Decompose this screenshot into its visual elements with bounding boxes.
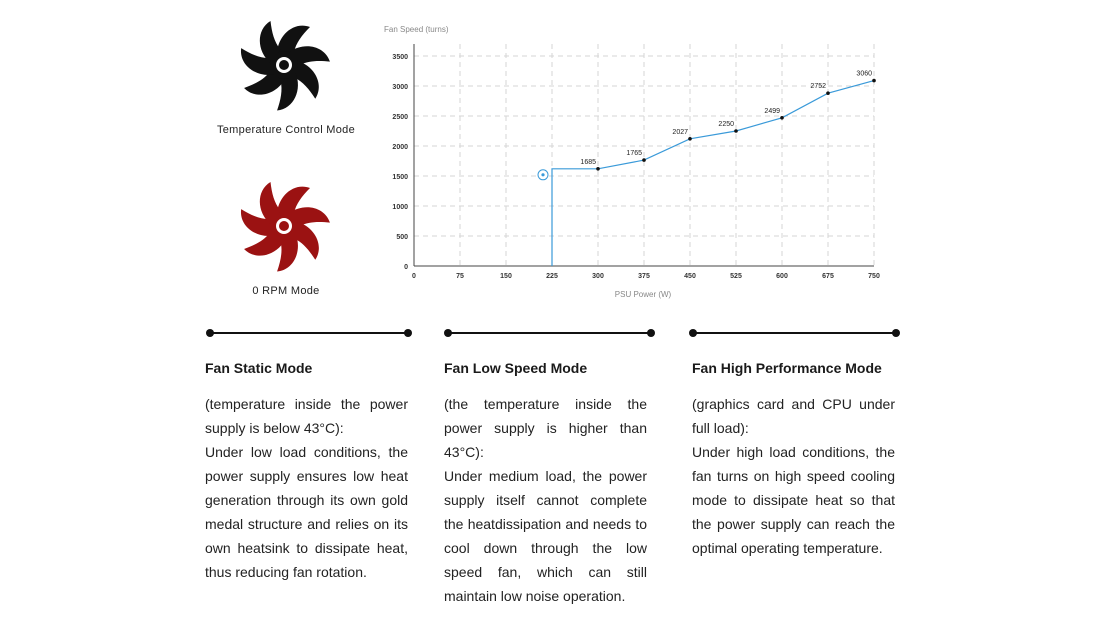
data-label: 2250 [718,121,734,128]
fan-high-performance-mode-title: Fan High Performance Mode [692,360,882,376]
column-divider-2 [444,329,655,337]
data-label: 2027 [672,129,688,136]
fan-static-mode-text: (temperature inside the power supply is … [205,396,408,580]
data-label: 2752 [810,83,826,90]
x-tick-label: 225 [546,273,558,280]
data-point [872,78,876,83]
data-point [596,167,600,171]
column-divider-3 [689,329,900,337]
x-tick-label: 450 [684,273,696,280]
fan-blade [244,233,286,256]
x-tick-label: 300 [592,273,604,280]
data-label: 3060 [856,71,872,78]
data-point [734,129,738,133]
fan-start-icon-hub [541,173,545,177]
x-tick-label: 75 [456,273,464,280]
fan-speed-chart: Fan Speed (turns) PSU Power (W) 0 75 150 22… [384,25,880,299]
x-tick-label: 675 [822,273,834,280]
zero-rpm-mode-label: 0 RPM Mode [252,285,320,297]
x-tick-label: 0 [412,273,416,280]
x-tick-label: 375 [638,273,650,280]
fan-blade [241,209,275,236]
fan-blade [289,207,330,226]
fan-low-speed-mode-text: (the temperature inside the power supply… [444,396,647,604]
y-tick-label: 500 [396,234,408,241]
data-label: 2499 [764,108,780,115]
data-point [826,91,830,95]
x-tick-label: 525 [730,273,742,280]
fan-blade [259,20,281,63]
data-point [642,158,646,162]
x-tick-label: 750 [868,273,880,280]
fan-static-mode-title: Fan Static Mode [205,360,313,376]
y-tick-label: 0 [404,264,408,271]
y-tick-label: 2500 [392,114,408,121]
x-tick-label: 150 [500,273,512,280]
fan-low-speed-mode-title: Fan Low Speed Mode [444,360,588,376]
data-label: 1685 [580,159,596,166]
y-tick-label: 3500 [392,54,408,61]
x-tick-label: 600 [776,273,788,280]
fan-icon [241,20,330,111]
fan-speed-series-line [551,80,875,266]
fan-blade [277,25,310,56]
fan-blade [259,181,281,224]
fan-blade [293,60,319,99]
fan-blade [277,186,310,217]
fan-blade [289,46,330,65]
fan-icon-red [241,181,330,272]
y-tick-label: 1500 [392,174,408,181]
fan-blade [241,48,275,75]
data-point [688,137,692,141]
y-axis-title: Fan Speed (turns) [384,25,449,34]
fan-blade [293,221,319,260]
fan-blade [244,72,286,95]
temperature-control-mode-label: Temperature Control Mode [216,124,356,136]
y-tick-label: 1000 [392,204,408,211]
column-divider-1 [206,329,412,337]
y-tick-label: 3000 [392,84,408,91]
data-label: 1765 [626,150,642,157]
fan-high-performance-mode-text: (graphics card and CPU under full load):… [692,396,895,556]
x-axis-title: PSU Power (W) [615,290,672,299]
data-point [780,116,784,120]
y-tick-label: 2000 [392,144,408,151]
